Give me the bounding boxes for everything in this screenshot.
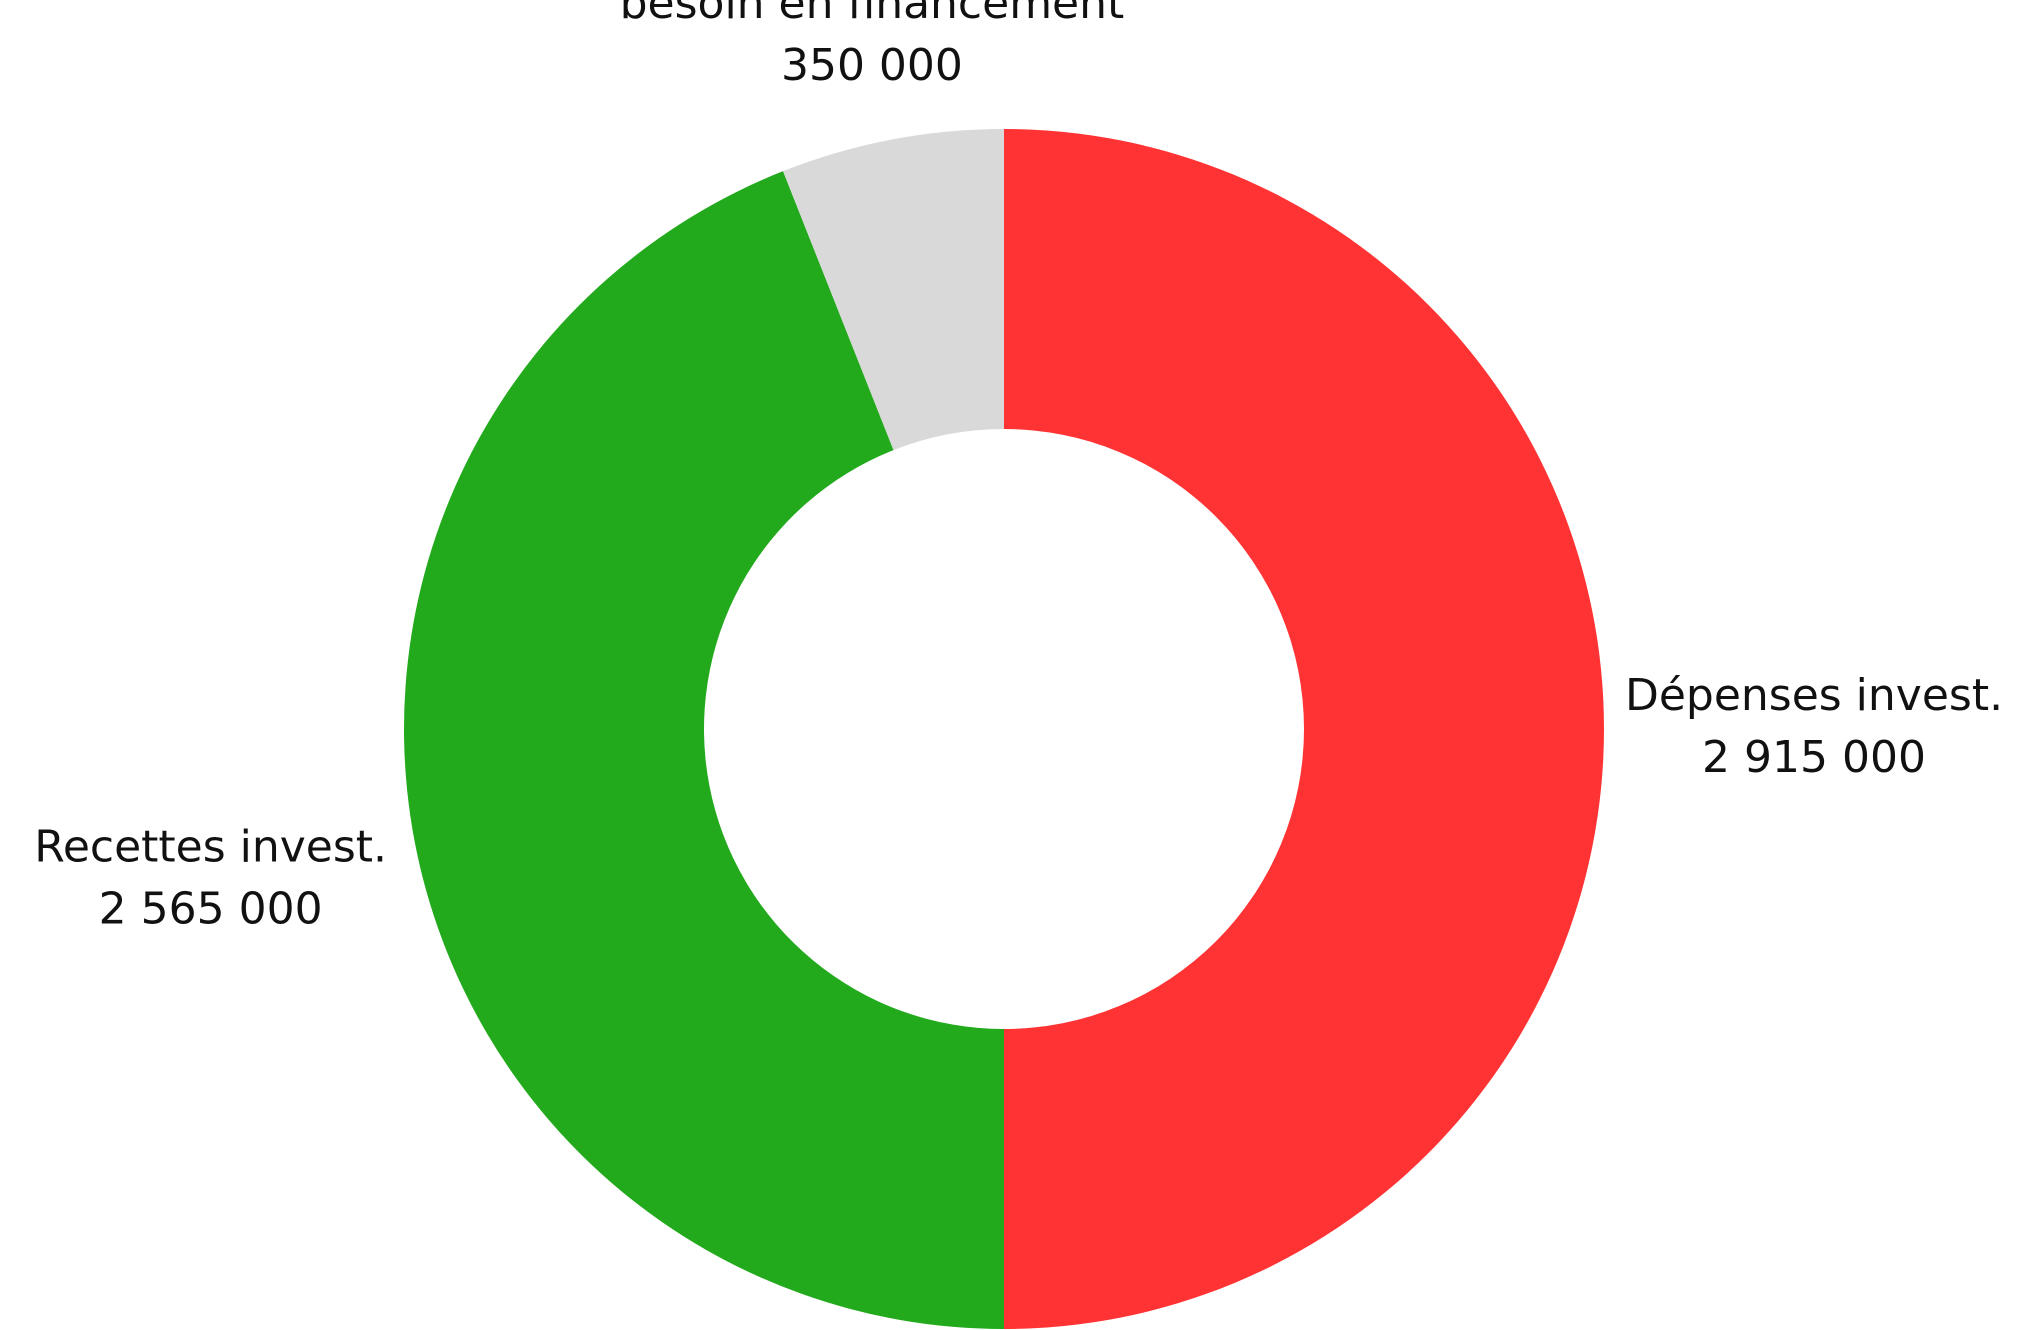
- donut-slice: [403, 171, 1004, 1329]
- slice-value-label: 350 000: [781, 40, 963, 91]
- slice-value-label: 2 915 000: [1702, 732, 1926, 783]
- slice-label: Dépenses invest.: [1625, 670, 2003, 721]
- slice-label: besoin en financement: [620, 0, 1125, 29]
- slice-value-label: 2 565 000: [99, 883, 323, 934]
- donut-slice: [1004, 129, 1604, 1329]
- donut-slice: [783, 129, 1004, 451]
- slice-label: Recettes invest.: [34, 821, 387, 872]
